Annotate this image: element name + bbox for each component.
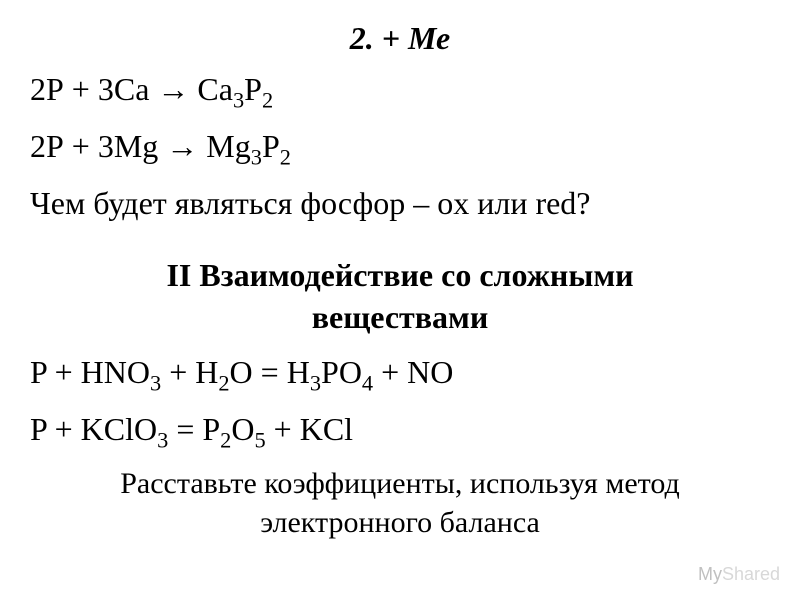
section-title: II Взаимодействие со сложными веществами: [30, 255, 770, 338]
section-title-line2: веществами: [312, 299, 489, 335]
eq3-c: O = H: [230, 354, 310, 390]
eq3-sub2: 2: [218, 371, 229, 396]
eq3-sub4: 4: [362, 371, 373, 396]
eq4-sub3: 5: [254, 428, 265, 453]
section-title-line1: II Взаимодействие со сложными: [166, 257, 633, 293]
eq1-part-a: 2Р + 3Са → Са: [30, 71, 233, 107]
eq4-a: P + KClO: [30, 411, 157, 447]
eq1-part-b: Р: [244, 71, 262, 107]
eq3-b: + H: [161, 354, 218, 390]
watermark: MyShared: [698, 564, 780, 585]
equation-1: 2Р + 3Са → Са3Р2: [30, 67, 770, 116]
eq3-e: + NO: [373, 354, 453, 390]
eq4-b: = P: [168, 411, 220, 447]
eq1-sub1: 3: [233, 87, 244, 112]
eq2-part-b: Р: [262, 128, 280, 164]
eq3-sub1: 3: [150, 371, 161, 396]
eq3-sub3: 3: [310, 371, 321, 396]
eq4-d: + KCl: [266, 411, 353, 447]
task-text: Расставьте коэффициенты, используя метод…: [30, 464, 770, 542]
eq2-sub2: 2: [280, 144, 291, 169]
watermark-my: My: [698, 564, 722, 584]
eq4-sub1: 3: [157, 428, 168, 453]
eq4-sub2: 2: [220, 428, 231, 453]
eq3-a: P + HNO: [30, 354, 150, 390]
section-heading: 2. + Ме: [30, 20, 770, 57]
eq1-sub2: 2: [262, 87, 273, 112]
equation-2: 2Р + 3Mg → Mg3Р2: [30, 124, 770, 173]
equation-4: P + KClO3 = P2O5 + KCl: [30, 407, 770, 456]
task-line2: электронного баланса: [260, 506, 540, 539]
eq3-d: PO: [321, 354, 362, 390]
equation-3: P + HNO3 + H2O = H3PO4 + NO: [30, 350, 770, 399]
task-line1: Расставьте коэффициенты, используя метод: [120, 467, 680, 500]
watermark-shared: Shared: [722, 564, 780, 584]
eq2-part-a: 2Р + 3Mg → Mg: [30, 128, 251, 164]
eq4-c: O: [231, 411, 254, 447]
eq2-sub1: 3: [251, 144, 262, 169]
question-text: Чем будет являться фосфор – ox или red?: [30, 181, 770, 226]
